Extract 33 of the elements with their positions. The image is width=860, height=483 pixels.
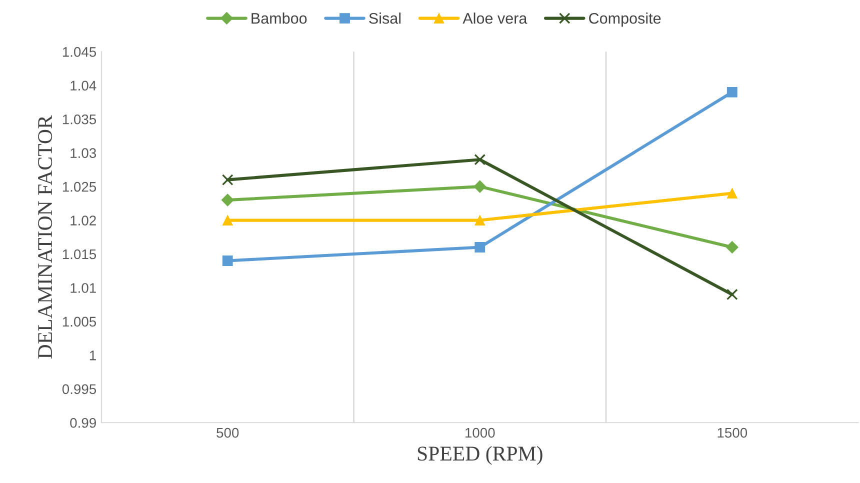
point	[222, 215, 233, 226]
x-tick-label: 1000	[465, 428, 495, 438]
y-tick-label: 1.01	[70, 283, 96, 293]
y-tick-label: 0.995	[62, 384, 96, 394]
y-tick-label: 1.04	[70, 80, 96, 91]
legend-label: Aloe vera	[462, 12, 528, 24]
y-tick-label: 1	[90, 350, 96, 360]
point	[474, 180, 486, 193]
point	[474, 242, 486, 252]
point	[726, 86, 738, 98]
y-tick-label: 1.03	[70, 148, 96, 158]
y-tick-label: 1.005	[62, 316, 96, 327]
y-tick-label: 1.015	[62, 249, 96, 260]
point	[726, 188, 738, 199]
point	[726, 288, 738, 300]
y-axis-title: DELAMINATION FACTOR	[38, 115, 52, 359]
y-tick-label: 1.02	[70, 216, 96, 226]
x-tick-label: 1500	[718, 428, 748, 438]
y-tick-label: 1.045	[62, 47, 96, 57]
legend-label: Composite	[589, 12, 661, 27]
point	[221, 194, 234, 206]
x-axis-title: SPEED (RPM)	[418, 446, 542, 465]
y-tick-label: 0.99	[70, 418, 96, 428]
x-tick-label: 500	[216, 428, 239, 438]
y-tick-label: 1.025	[62, 182, 96, 192]
legend-label: Bamboo	[252, 12, 307, 24]
point	[726, 241, 738, 254]
point	[474, 215, 486, 226]
point	[222, 256, 233, 266]
y-tick-label: 1.035	[62, 114, 96, 124]
point	[222, 174, 234, 186]
legend-label: Sisal	[369, 12, 401, 24]
point	[474, 154, 486, 166]
